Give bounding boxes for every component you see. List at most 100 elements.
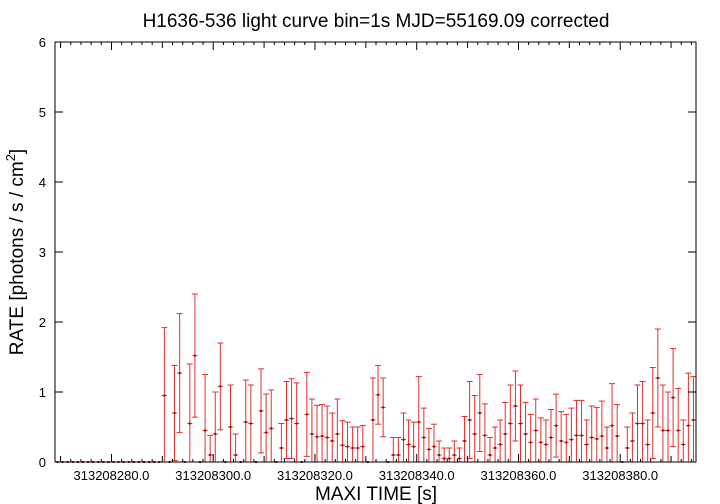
- data-point: [191, 293, 198, 418]
- data-point: [573, 399, 580, 463]
- point-marker: [204, 429, 207, 432]
- data-point: [278, 423, 285, 463]
- point-marker: [336, 433, 339, 435]
- y-axis-label-close: ]: [7, 149, 28, 154]
- data-point: [476, 374, 483, 452]
- data-point: [258, 368, 265, 454]
- data-point: [609, 383, 616, 463]
- point-marker: [595, 437, 598, 440]
- point-marker: [575, 434, 578, 437]
- data-point: [634, 384, 641, 463]
- point-marker: [265, 431, 268, 434]
- y-tick-label: 3: [39, 245, 46, 260]
- data-point: [354, 426, 361, 463]
- y-axis-label-superscript: 2: [3, 154, 18, 161]
- point-marker: [458, 457, 461, 460]
- point-marker: [626, 447, 629, 449]
- data-point: [395, 437, 402, 463]
- point-marker: [214, 433, 217, 435]
- point-marker: [656, 377, 659, 379]
- point-marker: [438, 454, 441, 456]
- data-point: [471, 395, 478, 463]
- point-marker: [433, 445, 436, 448]
- point-marker: [193, 354, 196, 357]
- data-point: [227, 384, 234, 463]
- point-marker: [356, 447, 359, 449]
- data-point: [603, 426, 610, 463]
- point-marker: [560, 440, 563, 442]
- y-axis-label: RATE [photons / s / cm2]: [3, 149, 28, 355]
- point-marker: [321, 435, 324, 438]
- data-point: [380, 377, 387, 438]
- data-point: [588, 405, 595, 463]
- point-marker: [209, 454, 212, 456]
- point-marker: [646, 443, 649, 446]
- data-point: [451, 440, 458, 463]
- data-point: [558, 411, 565, 463]
- y-tick-label: 1: [39, 385, 46, 400]
- point-marker: [570, 438, 573, 441]
- point-marker: [417, 421, 420, 424]
- data-point: [583, 419, 590, 463]
- data-point: [308, 398, 315, 463]
- data-point: [319, 404, 326, 463]
- data-point: [461, 416, 468, 463]
- data-point: [502, 402, 509, 463]
- point-marker: [280, 447, 283, 449]
- point-marker: [422, 436, 425, 439]
- data-point: [171, 364, 178, 462]
- point-marker: [315, 435, 318, 438]
- data-marks: [55, 293, 697, 463]
- point-marker: [341, 444, 344, 447]
- data-point: [578, 399, 585, 463]
- point-marker: [260, 409, 263, 412]
- point-marker: [295, 422, 298, 425]
- point-marker: [173, 412, 176, 414]
- point-marker: [600, 435, 603, 438]
- data-point: [415, 376, 422, 463]
- point-marker: [494, 447, 497, 449]
- point-marker: [672, 396, 675, 399]
- point-marker: [499, 443, 502, 446]
- data-point: [527, 413, 534, 463]
- data-point: [232, 433, 239, 463]
- point-marker: [407, 443, 410, 446]
- point-marker: [382, 406, 385, 409]
- point-marker: [590, 436, 593, 439]
- point-marker: [188, 422, 191, 425]
- point-marker: [641, 422, 644, 425]
- data-point: [507, 384, 514, 463]
- point-marker: [331, 440, 334, 442]
- point-marker: [616, 435, 619, 438]
- point-marker: [504, 433, 507, 435]
- data-point: [202, 374, 209, 463]
- data-point: [553, 393, 560, 458]
- point-marker: [539, 441, 542, 444]
- point-marker: [178, 372, 181, 375]
- y-axis-label-main: RATE [photons / s / cm: [7, 161, 28, 355]
- data-point: [685, 372, 692, 463]
- axis-ticks: 0 1 2 3 4 5 6 313208280.0 313208300.0 313208320.0…: [39, 35, 696, 483]
- point-marker: [244, 421, 247, 424]
- data-point: [649, 367, 656, 459]
- data-point: [614, 404, 621, 463]
- point-marker: [377, 393, 380, 396]
- data-point: [268, 389, 275, 463]
- x-tick-label: 313208380.0: [582, 468, 658, 483]
- data-point: [293, 382, 300, 463]
- data-point: [486, 437, 493, 463]
- data-point: [497, 419, 504, 463]
- point-marker: [631, 440, 634, 442]
- point-marker: [310, 433, 313, 435]
- point-marker: [544, 443, 547, 446]
- data-point: [410, 421, 417, 463]
- point-marker: [534, 429, 537, 432]
- point-marker: [636, 422, 639, 425]
- data-point: [522, 402, 529, 463]
- point-marker: [371, 419, 374, 421]
- data-point: [654, 328, 661, 428]
- data-point: [436, 440, 443, 463]
- data-point: [263, 393, 270, 463]
- x-tick-label: 313208360.0: [480, 468, 556, 483]
